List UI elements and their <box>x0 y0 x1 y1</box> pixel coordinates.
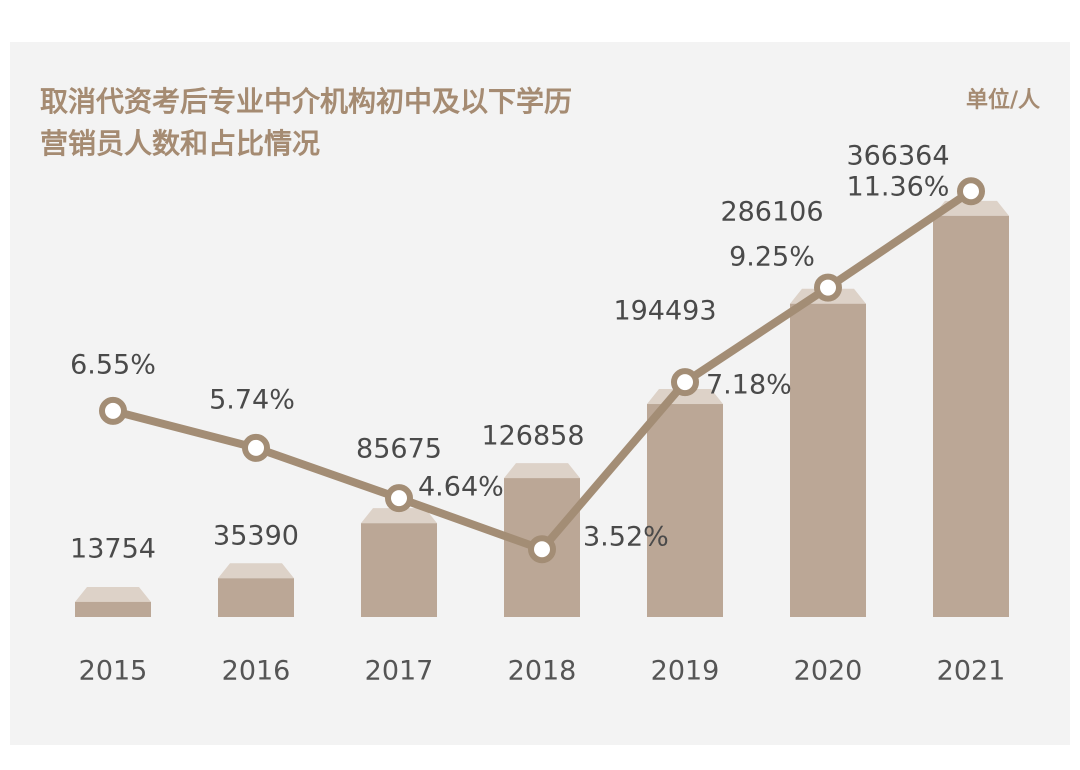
x-tick-label: 2017 <box>365 656 434 687</box>
point-label: 6.55% <box>70 350 156 381</box>
point-label: 7.18% <box>706 370 792 401</box>
line-point <box>99 396 127 425</box>
bar-label: 194493 <box>613 296 716 327</box>
point-label: 4.64% <box>418 472 504 503</box>
x-tick-label: 2020 <box>794 656 863 687</box>
line-point <box>242 433 270 462</box>
x-tick-label: 2015 <box>79 656 148 687</box>
bar <box>75 601 151 617</box>
panel <box>10 42 1070 745</box>
line-point <box>528 535 556 564</box>
bar-label: 286106 <box>720 197 823 228</box>
bar-label: 126858 <box>481 421 584 452</box>
line-point <box>814 273 842 302</box>
point-label: 11.36% <box>847 172 950 203</box>
chart-title: 取消代资考后专业中介机构初中及以下学历 <box>40 85 572 118</box>
bar <box>933 215 1009 617</box>
chart-title: 营销员人数和占比情况 <box>40 127 320 160</box>
x-tick-label: 2021 <box>937 656 1006 687</box>
bar <box>361 523 437 617</box>
bar-cap <box>361 508 437 524</box>
bar <box>647 404 723 617</box>
bar-label: 85675 <box>356 434 442 465</box>
bar-cap <box>504 463 580 479</box>
bar <box>790 303 866 617</box>
bar <box>218 578 294 617</box>
point-label: 3.52% <box>583 522 669 553</box>
bar-label: 13754 <box>70 534 156 565</box>
line-point <box>671 368 699 397</box>
line-point <box>385 484 413 513</box>
x-tick-label: 2019 <box>651 656 720 687</box>
bar-cap <box>75 586 151 602</box>
unit-label: 单位/人 <box>966 87 1040 113</box>
bar-label: 366364 <box>846 141 949 172</box>
point-label: 5.74% <box>209 385 295 416</box>
x-tick-label: 2018 <box>508 656 577 687</box>
x-tick-label: 2016 <box>222 656 291 687</box>
point-label: 9.25% <box>729 242 815 273</box>
bar-cap <box>218 563 294 579</box>
line-point <box>957 177 985 206</box>
bar-label: 35390 <box>213 521 299 552</box>
